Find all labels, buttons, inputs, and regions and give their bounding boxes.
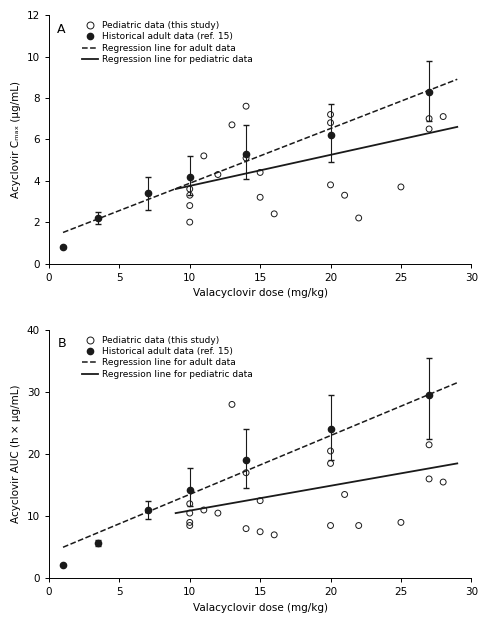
Point bbox=[256, 495, 264, 505]
Point bbox=[424, 474, 432, 484]
Point bbox=[340, 489, 348, 499]
Point bbox=[227, 399, 235, 409]
Point bbox=[326, 446, 334, 456]
Point bbox=[340, 190, 348, 200]
Point bbox=[438, 112, 446, 122]
Point bbox=[326, 118, 334, 128]
Point bbox=[242, 524, 249, 534]
Point bbox=[242, 101, 249, 111]
Point bbox=[326, 520, 334, 530]
Point bbox=[354, 213, 362, 223]
Point bbox=[185, 190, 193, 200]
Point bbox=[270, 209, 278, 219]
Point bbox=[185, 217, 193, 227]
Point bbox=[185, 508, 193, 518]
Point bbox=[185, 499, 193, 509]
Point bbox=[242, 468, 249, 478]
Point bbox=[214, 508, 222, 518]
Point bbox=[270, 530, 278, 540]
Point bbox=[200, 505, 207, 515]
Point bbox=[227, 120, 235, 130]
Y-axis label: Acyclovir AUC (h × μg/mL): Acyclovir AUC (h × μg/mL) bbox=[11, 385, 21, 524]
Point bbox=[326, 109, 334, 119]
Point bbox=[326, 459, 334, 469]
Point bbox=[256, 167, 264, 177]
Point bbox=[354, 520, 362, 530]
Point bbox=[326, 180, 334, 190]
Point bbox=[424, 114, 432, 124]
Point bbox=[424, 124, 432, 134]
Point bbox=[185, 520, 193, 530]
Point bbox=[214, 170, 222, 180]
Point bbox=[256, 192, 264, 202]
Legend: Pediatric data (this study), Historical adult data (ref. 15), Regression line fo: Pediatric data (this study), Historical … bbox=[79, 17, 256, 67]
Point bbox=[242, 153, 249, 163]
X-axis label: Valacyclovir dose (mg/kg): Valacyclovir dose (mg/kg) bbox=[192, 288, 327, 298]
Point bbox=[185, 184, 193, 194]
Point bbox=[438, 477, 446, 487]
Point bbox=[396, 517, 404, 527]
Point bbox=[396, 182, 404, 192]
Text: A: A bbox=[57, 22, 66, 36]
Point bbox=[256, 527, 264, 537]
Y-axis label: Acyclovir Cₘₐₓ (μg/mL): Acyclovir Cₘₐₓ (μg/mL) bbox=[11, 81, 21, 198]
Point bbox=[185, 517, 193, 527]
Legend: Pediatric data (this study), Historical adult data (ref. 15), Regression line fo: Pediatric data (this study), Historical … bbox=[79, 333, 256, 383]
Point bbox=[185, 200, 193, 210]
Point bbox=[200, 151, 207, 161]
Text: B: B bbox=[57, 338, 66, 350]
X-axis label: Valacyclovir dose (mg/kg): Valacyclovir dose (mg/kg) bbox=[192, 603, 327, 613]
Point bbox=[424, 440, 432, 450]
